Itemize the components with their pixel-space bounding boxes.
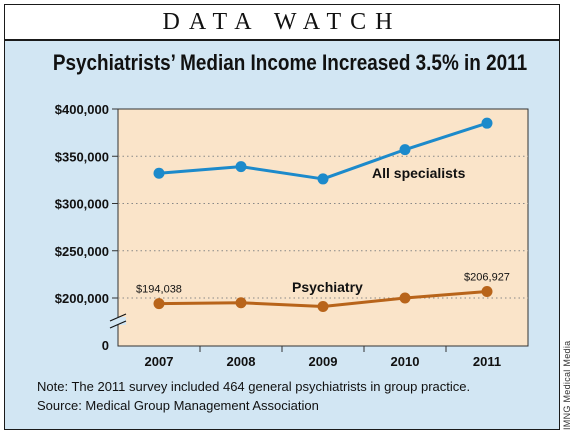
x-tick-label: 2009 [309,354,338,369]
data-label: $206,927 [464,271,510,283]
y-tick-label: $200,000 [55,291,109,306]
y-tick-label: 0 [102,338,109,353]
data-point [481,285,493,297]
x-tick-label: 2007 [145,354,174,369]
data-point [153,167,165,179]
data-point [481,117,493,129]
series-label-psychiatry: Psychiatry [292,279,363,295]
source-text: Source: Medical Group Management Associa… [37,398,319,413]
y-tick-label: $250,000 [55,244,109,259]
chart-title: Psychiatrists’ Median Income Increased 3… [52,50,528,75]
axis-break-mark [109,320,127,329]
data-point [153,298,165,310]
x-tick-label: 2011 [473,354,501,369]
y-tick-label: $400,000 [55,102,109,117]
data-point [235,297,247,309]
data-point [399,144,411,156]
note-text: Note: The 2011 survey included 464 gener… [37,379,471,394]
y-tick-label: $300,000 [55,197,109,212]
banner: DATA WATCH [5,5,559,41]
x-tick-label: 2008 [227,354,256,369]
x-tick-label: 2010 [391,354,420,369]
data-label: $194,038 [136,284,182,296]
y-tick-label: $350,000 [55,149,109,164]
axis-break-gap [110,317,126,325]
data-point [317,301,329,313]
banner-title: DATA WATCH [162,8,402,35]
data-point [235,161,247,173]
credit-text: IMNG Medical Media [562,340,572,430]
data-point [317,173,329,185]
axis-break-mark [109,313,127,322]
data-point [399,292,411,304]
series-label-all-specialists: All specialists [372,165,466,181]
